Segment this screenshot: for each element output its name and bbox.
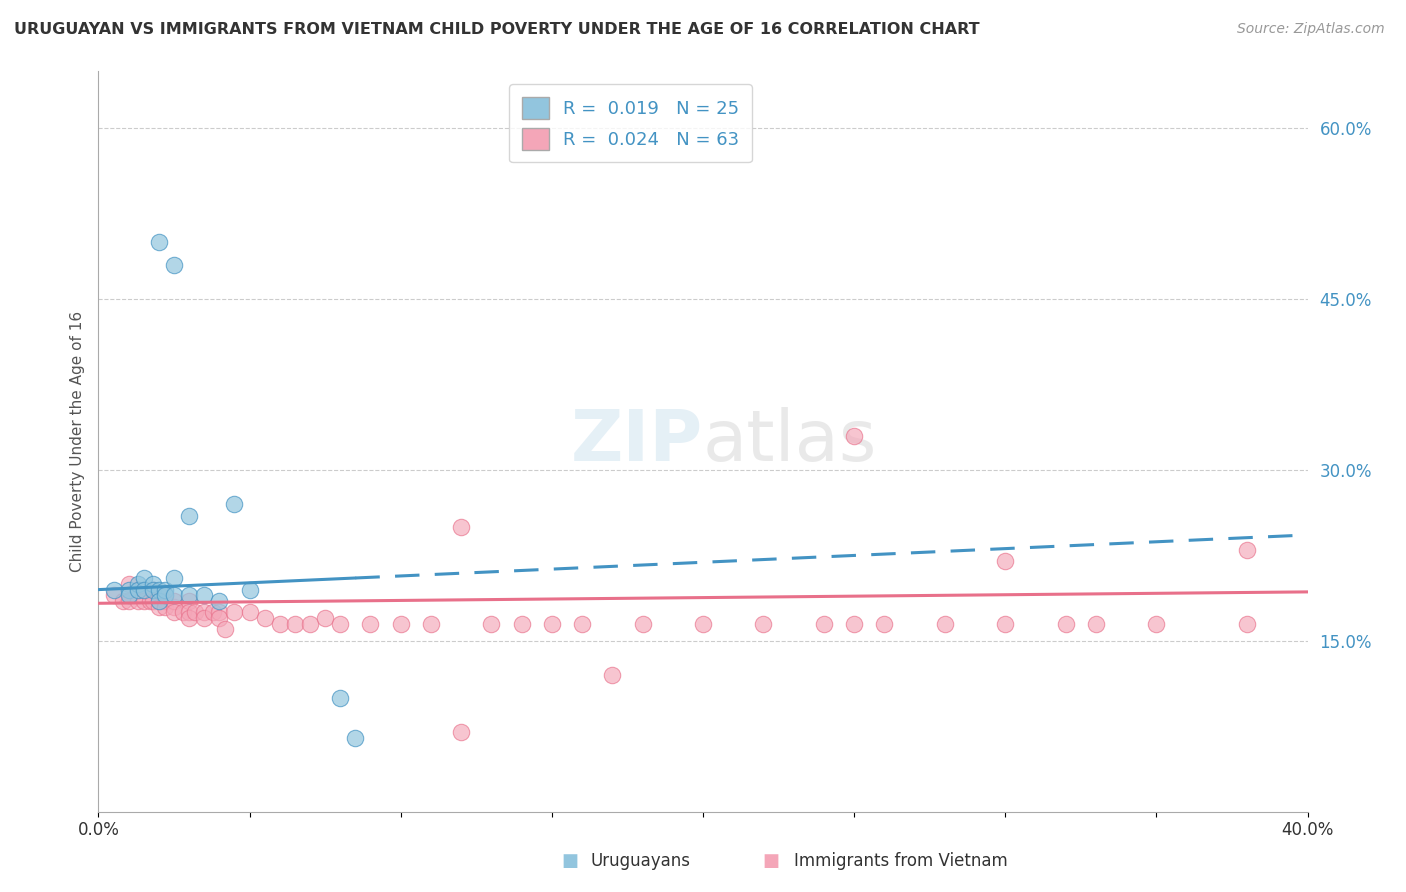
Point <box>420 616 443 631</box>
Y-axis label: Child Poverty Under the Age of 16: Child Poverty Under the Age of 16 <box>69 311 84 572</box>
Text: ■: ■ <box>561 852 578 870</box>
Text: Immigrants from Vietnam: Immigrants from Vietnam <box>794 852 1008 870</box>
Point <box>163 594 186 608</box>
Point <box>142 582 165 597</box>
Point <box>153 599 176 614</box>
Point <box>844 429 866 443</box>
Point <box>163 571 186 585</box>
Point <box>127 582 149 597</box>
Point <box>994 554 1017 568</box>
Point <box>132 594 155 608</box>
Point <box>139 594 162 608</box>
Point <box>360 616 382 631</box>
Point <box>148 582 170 597</box>
Point <box>127 594 149 608</box>
Point <box>118 577 141 591</box>
Point <box>148 588 170 602</box>
Point <box>540 616 562 631</box>
Point <box>148 599 170 614</box>
Point <box>142 594 165 608</box>
Point <box>153 582 176 597</box>
Point <box>153 594 176 608</box>
Point <box>103 582 125 597</box>
Text: atlas: atlas <box>703 407 877 476</box>
Point <box>994 616 1017 631</box>
Point <box>111 594 134 608</box>
Point <box>299 616 322 631</box>
Point <box>202 606 225 620</box>
Point <box>631 616 654 631</box>
Point <box>148 594 170 608</box>
Point <box>148 594 170 608</box>
Point <box>284 616 307 631</box>
Point <box>329 690 352 705</box>
Point <box>934 616 956 631</box>
Point <box>132 571 155 585</box>
Text: Source: ZipAtlas.com: Source: ZipAtlas.com <box>1237 22 1385 37</box>
Point <box>253 611 276 625</box>
Text: Uruguayans: Uruguayans <box>591 852 690 870</box>
Point <box>193 611 215 625</box>
Point <box>1144 616 1167 631</box>
Point <box>184 606 207 620</box>
Point <box>1085 616 1108 631</box>
Text: ■: ■ <box>762 852 779 870</box>
Point <box>450 725 472 739</box>
Point <box>118 588 141 602</box>
Point <box>752 616 775 631</box>
Point <box>148 235 170 250</box>
Point <box>127 577 149 591</box>
Point <box>179 611 201 625</box>
Point <box>1236 542 1258 557</box>
Point <box>239 582 262 597</box>
Point <box>172 606 194 620</box>
Point <box>118 582 141 597</box>
Point <box>389 616 412 631</box>
Point <box>127 582 149 597</box>
Point <box>163 588 186 602</box>
Point <box>481 616 503 631</box>
Point <box>239 606 262 620</box>
Point <box>602 668 624 682</box>
Point <box>208 594 231 608</box>
Point <box>314 611 336 625</box>
Point <box>214 623 236 637</box>
Point <box>224 606 246 620</box>
Text: ZIP: ZIP <box>571 407 703 476</box>
Point <box>163 606 186 620</box>
Point <box>153 588 176 602</box>
Legend: R =  0.019   N = 25, R =  0.024   N = 63: R = 0.019 N = 25, R = 0.024 N = 63 <box>509 84 752 162</box>
Point <box>142 577 165 591</box>
Point <box>1236 616 1258 631</box>
Point <box>118 594 141 608</box>
Point <box>873 616 896 631</box>
Point <box>1054 616 1077 631</box>
Point <box>269 616 291 631</box>
Point <box>224 497 246 511</box>
Point <box>132 582 155 597</box>
Point <box>510 616 533 631</box>
Point <box>163 258 186 272</box>
Point <box>179 606 201 620</box>
Point <box>450 520 472 534</box>
Point <box>844 616 866 631</box>
Point <box>179 594 201 608</box>
Point <box>103 588 125 602</box>
Point <box>142 582 165 597</box>
Point <box>163 599 186 614</box>
Point <box>692 616 714 631</box>
Point <box>179 508 201 523</box>
Text: URUGUAYAN VS IMMIGRANTS FROM VIETNAM CHILD POVERTY UNDER THE AGE OF 16 CORRELATI: URUGUAYAN VS IMMIGRANTS FROM VIETNAM CHI… <box>14 22 980 37</box>
Point <box>193 606 215 620</box>
Point <box>208 611 231 625</box>
Point <box>208 606 231 620</box>
Point <box>344 731 367 745</box>
Point <box>193 588 215 602</box>
Point <box>813 616 835 631</box>
Point <box>571 616 593 631</box>
Point <box>329 616 352 631</box>
Point <box>132 582 155 597</box>
Point <box>179 588 201 602</box>
